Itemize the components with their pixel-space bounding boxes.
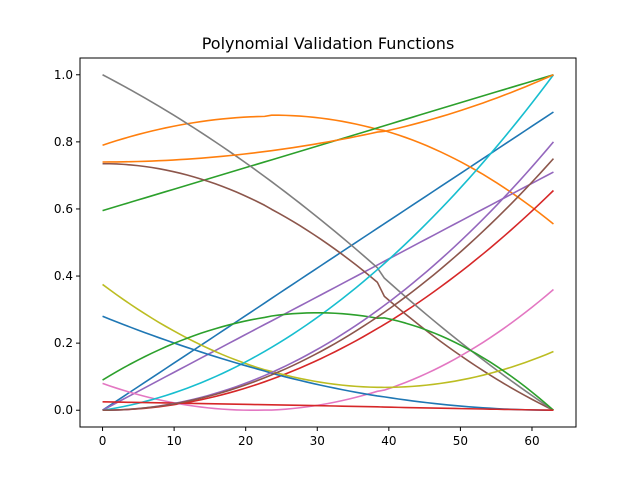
x-tick-label: 40 [381,434,396,448]
series-line-7 [102,288,554,412]
y-tick-label: 0.4 [54,269,73,283]
plot-frame [79,57,577,428]
x-tick-label: 20 [238,434,253,448]
y-tick-label: 0.0 [54,403,73,417]
axes-layer: 0 10 20 30 40 50 60 0.0 0.2 0.4 0.6 0.8 1.0 [54,57,577,448]
series-line-15 [102,141,555,412]
y-tick-label: 0.2 [54,336,73,350]
series-line-9 [102,283,554,389]
series-line-2 [102,114,554,225]
series-line-16 [102,158,555,412]
x-tick-label: 0 [99,434,107,448]
y-tick-label: 1.0 [54,68,73,82]
series-line-4 [102,189,555,412]
series-line-11 [102,315,554,412]
y-tick-label: 0.6 [54,202,73,216]
series-line-10 [102,74,555,412]
series-line-6 [102,162,554,411]
x-tick-label: 60 [524,434,539,448]
chart-title: Polynomial Validation Functions [202,34,455,53]
series-line-8 [102,74,554,411]
x-tick-label: 30 [310,434,325,448]
series-line-1 [102,111,554,411]
series-line-13 [102,312,554,411]
series-line-12 [102,74,554,163]
series-line-3 [102,74,554,212]
y-tick-label: 0.8 [54,135,73,149]
series-layer [102,74,555,412]
series-line-5 [102,171,554,411]
x-tick-label: 50 [453,434,468,448]
x-tick-label: 10 [166,434,181,448]
